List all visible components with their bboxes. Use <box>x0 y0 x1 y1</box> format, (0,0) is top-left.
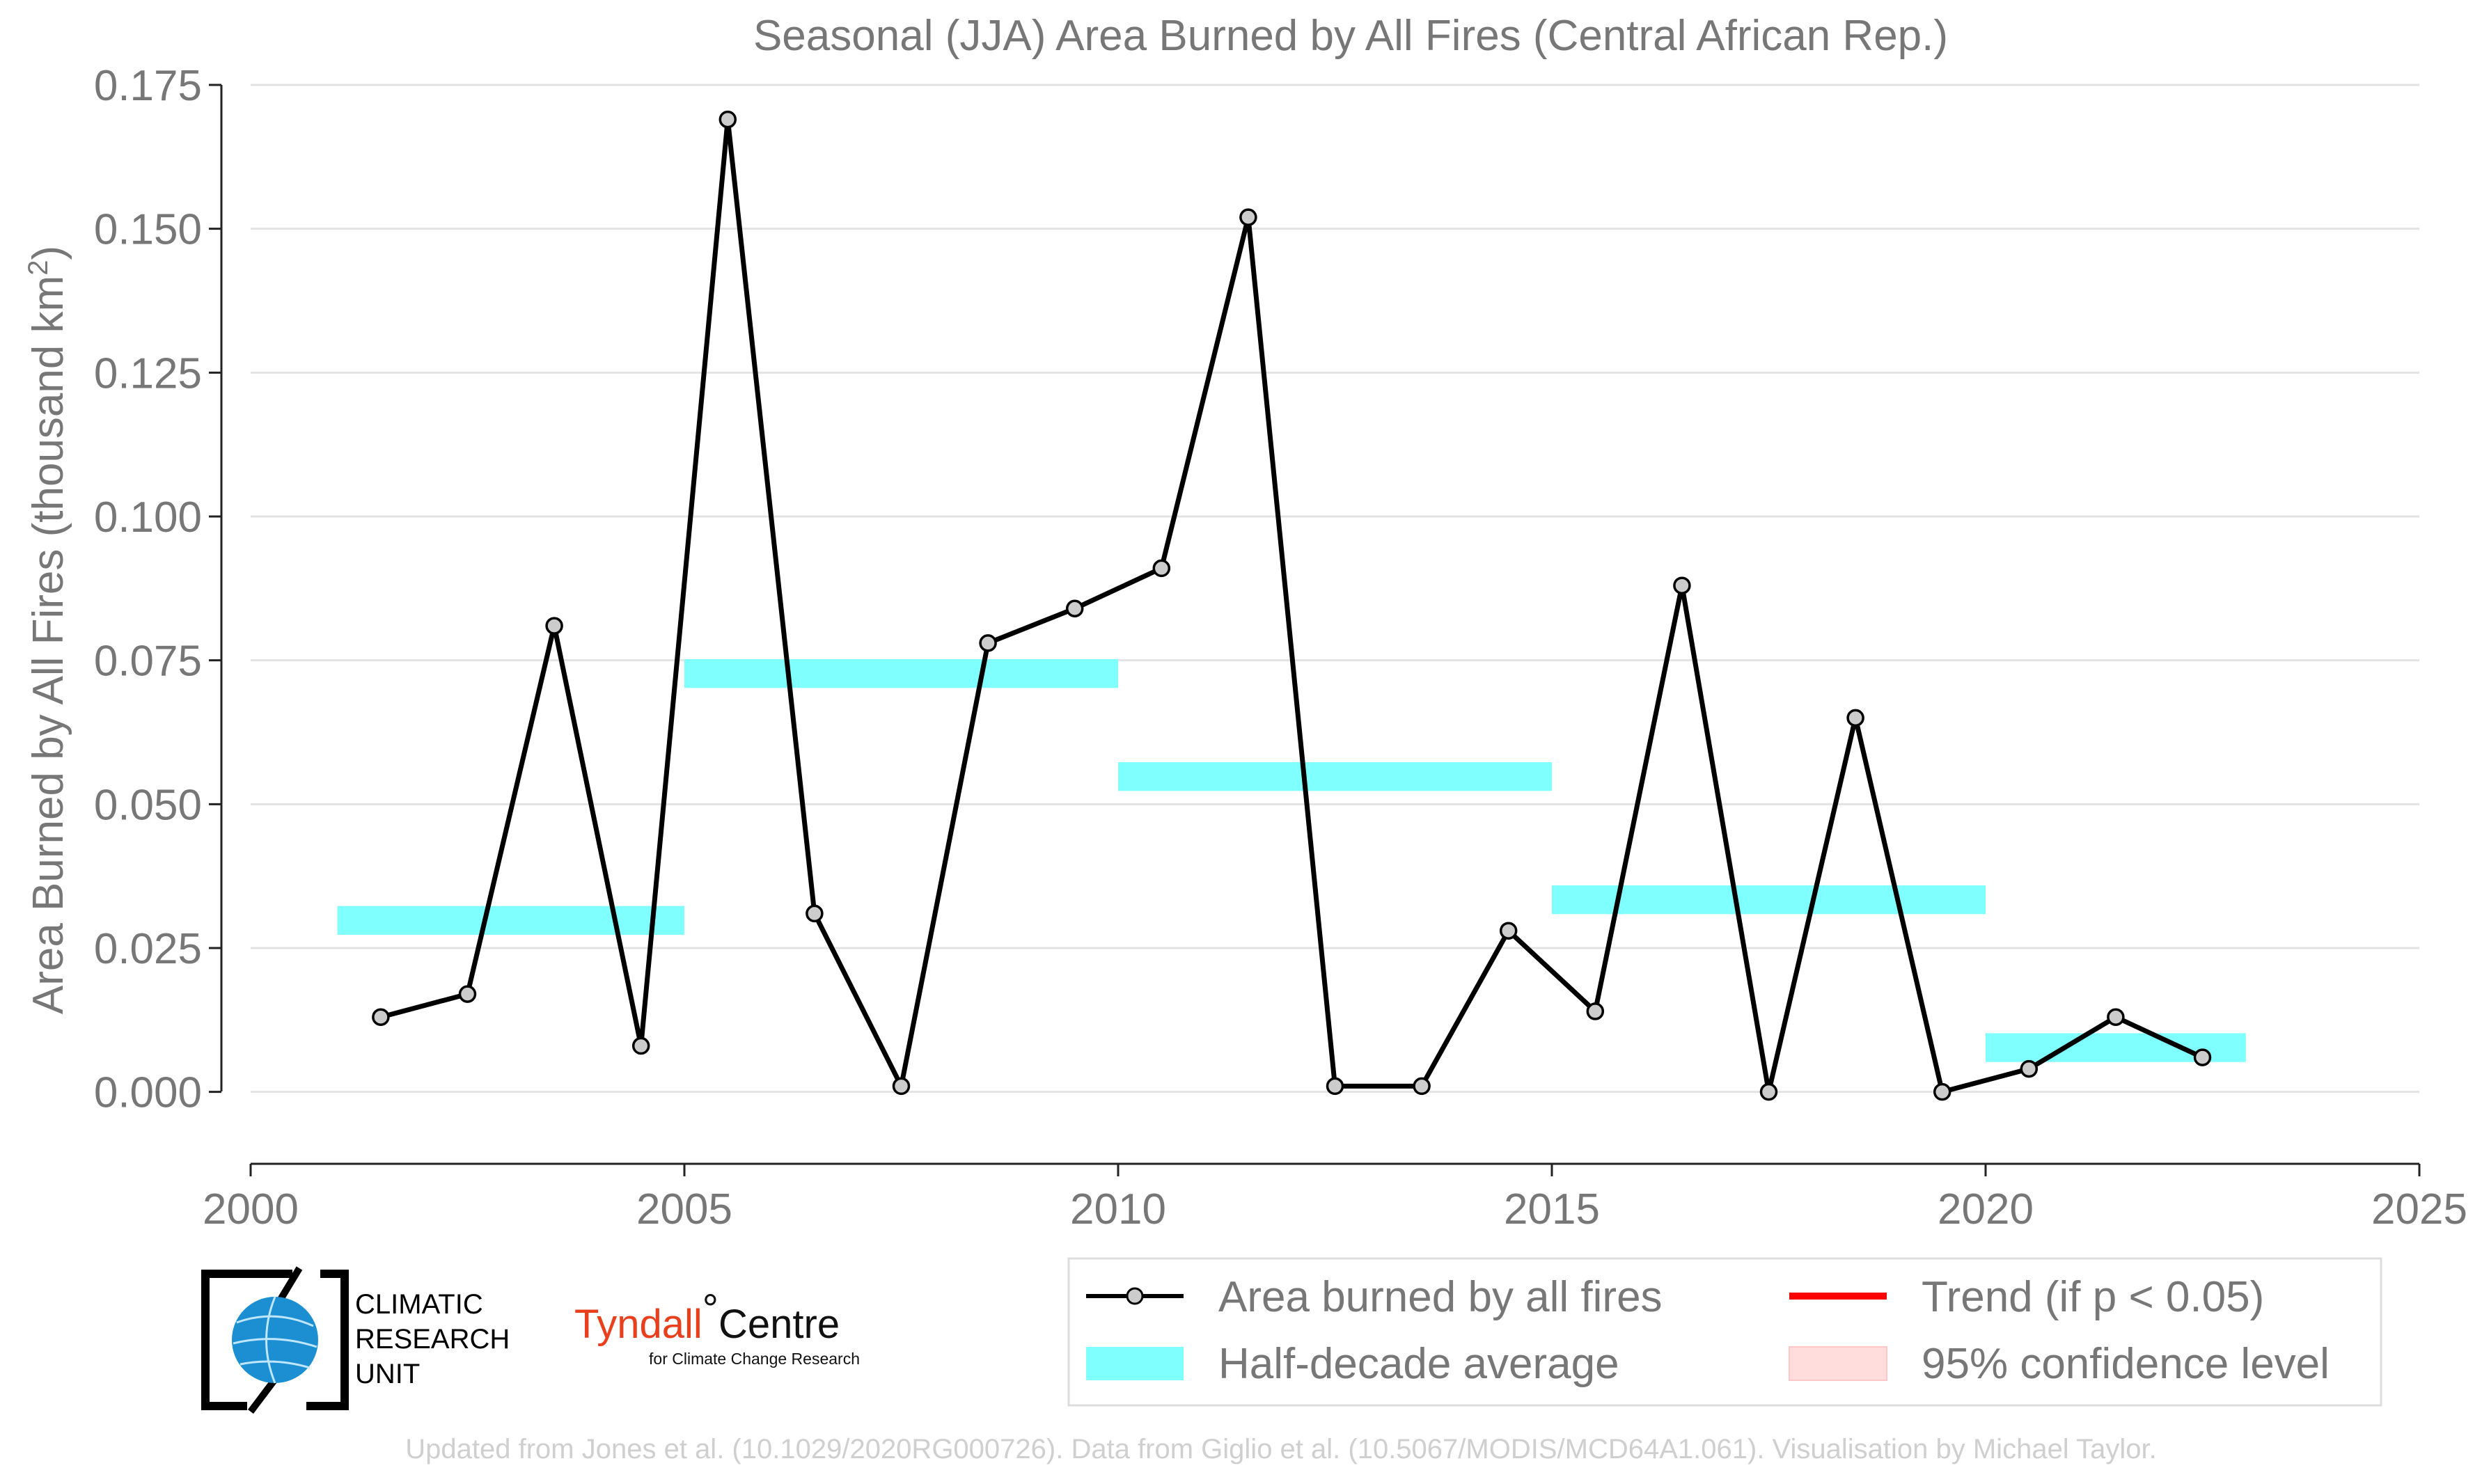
data-point-3 <box>631 1036 650 1055</box>
legend-label-series: Area burned by all fires <box>1218 1273 1663 1321</box>
half-decade-bar-0 <box>337 906 684 935</box>
chart-title: Seasonal (JJA) Area Burned by All Fires … <box>753 12 1948 60</box>
data-point-14 <box>1586 1002 1605 1020</box>
data-point-11 <box>1326 1077 1344 1096</box>
data-point-7 <box>979 634 997 652</box>
cru-line-1: CLIMATIC <box>355 1289 483 1320</box>
legend-label-trend: Trend (if p < 0.05) <box>1922 1273 2264 1321</box>
y-tick-label-1: 0.025 <box>94 925 202 973</box>
y-tick-label-4: 0.100 <box>94 494 202 542</box>
half-decade-average-bars <box>337 659 2246 1062</box>
cru-line-3: UNIT <box>355 1359 420 1389</box>
half-decade-bar-1 <box>684 659 1118 688</box>
series-line <box>380 117 2204 1095</box>
x-tick-label-3: 2015 <box>1504 1185 1600 1233</box>
x-tick-label-4: 2020 <box>1938 1185 2034 1233</box>
y-tick-label-7: 0.175 <box>94 62 202 110</box>
y-tick-label-2: 0.050 <box>94 781 202 829</box>
cru-line-2: RESEARCH <box>355 1324 510 1355</box>
axes <box>220 85 2419 1165</box>
data-point-18 <box>1933 1082 1951 1101</box>
y-axis-label-main: Area Burned by All Fires (thousand km <box>24 276 72 1014</box>
legend-swatch-confidence <box>1789 1346 1887 1381</box>
y-tick-label-0: 0.000 <box>94 1069 202 1117</box>
data-point-12 <box>1413 1077 1431 1096</box>
legend-label-confidence: 95% confidence level <box>1922 1340 2330 1388</box>
half-decade-bar-3 <box>1552 885 1986 915</box>
legend-label-average: Half-decade average <box>1218 1340 1619 1388</box>
legend: Area burned by all fires Trend (if p < 0… <box>1067 1257 2382 1407</box>
y-tick-label-6: 0.150 <box>94 206 202 254</box>
x-tick-label-0: 2000 <box>203 1185 299 1233</box>
data-point-15 <box>1673 576 1691 594</box>
cru-logo-frame <box>201 1270 349 1410</box>
data-point-0 <box>372 1008 390 1026</box>
svg-text:Tyndall°Centre: Tyndall°Centre <box>574 1286 840 1347</box>
cru-logo: CLIMATIC RESEARCH UNIT <box>201 1266 510 1414</box>
legend-box <box>1067 1257 2382 1407</box>
data-point-17 <box>1846 709 1864 727</box>
y-axis-label-superscript: 2 <box>23 260 54 276</box>
grid-lines <box>251 84 2419 1094</box>
legend-marker-series <box>1126 1287 1144 1305</box>
globe-icon-lines <box>233 1296 317 1384</box>
y-tick-label-3: 0.075 <box>94 638 202 686</box>
x-ticks: 2000 2005 2010 2015 2020 2025 <box>203 1164 2467 1233</box>
data-point-2 <box>545 617 563 635</box>
data-point-5 <box>806 904 824 923</box>
legend-swatch-average <box>1086 1347 1184 1380</box>
data-point-21 <box>2193 1048 2212 1066</box>
tyndall-logo-word: Tyndall <box>574 1302 702 1347</box>
data-point-8 <box>1065 599 1084 618</box>
y-axis-label-close: ) <box>24 246 72 260</box>
y-axis-label: Area Burned by All Fires (thousand km2) <box>23 246 72 1014</box>
data-point-20 <box>2107 1008 2125 1026</box>
data-point-19 <box>2020 1059 2039 1078</box>
data-point-4 <box>718 110 737 129</box>
y-tick-label-5: 0.125 <box>94 349 202 397</box>
data-point-10 <box>1239 208 1257 226</box>
tyndall-logo-subtitle: for Climate Change Research <box>649 1350 860 1368</box>
x-tick-label-1: 2005 <box>636 1185 732 1233</box>
data-point-1 <box>458 985 477 1003</box>
x-tick-label-5: 2025 <box>2371 1185 2467 1233</box>
tyndall-logo-centre: Centre <box>718 1302 840 1347</box>
data-point-9 <box>1152 559 1171 578</box>
data-point-13 <box>1499 922 1518 940</box>
footer-credit: Updated from Jones et al. (10.1029/2020R… <box>405 1434 2156 1465</box>
data-point-16 <box>1759 1082 1778 1101</box>
tyndall-logo-degree: ° <box>702 1286 718 1332</box>
series-area-burned <box>372 110 2212 1101</box>
data-point-6 <box>892 1077 911 1096</box>
half-decade-bar-2 <box>1118 761 1552 791</box>
tyndall-logo: Tyndall°Centre for Climate Change Resear… <box>574 1286 860 1368</box>
y-ticks: 0.000 0.025 0.050 0.075 0.100 0.125 0.150 0.175 <box>94 62 221 1117</box>
x-tick-label-2: 2010 <box>1070 1185 1166 1233</box>
